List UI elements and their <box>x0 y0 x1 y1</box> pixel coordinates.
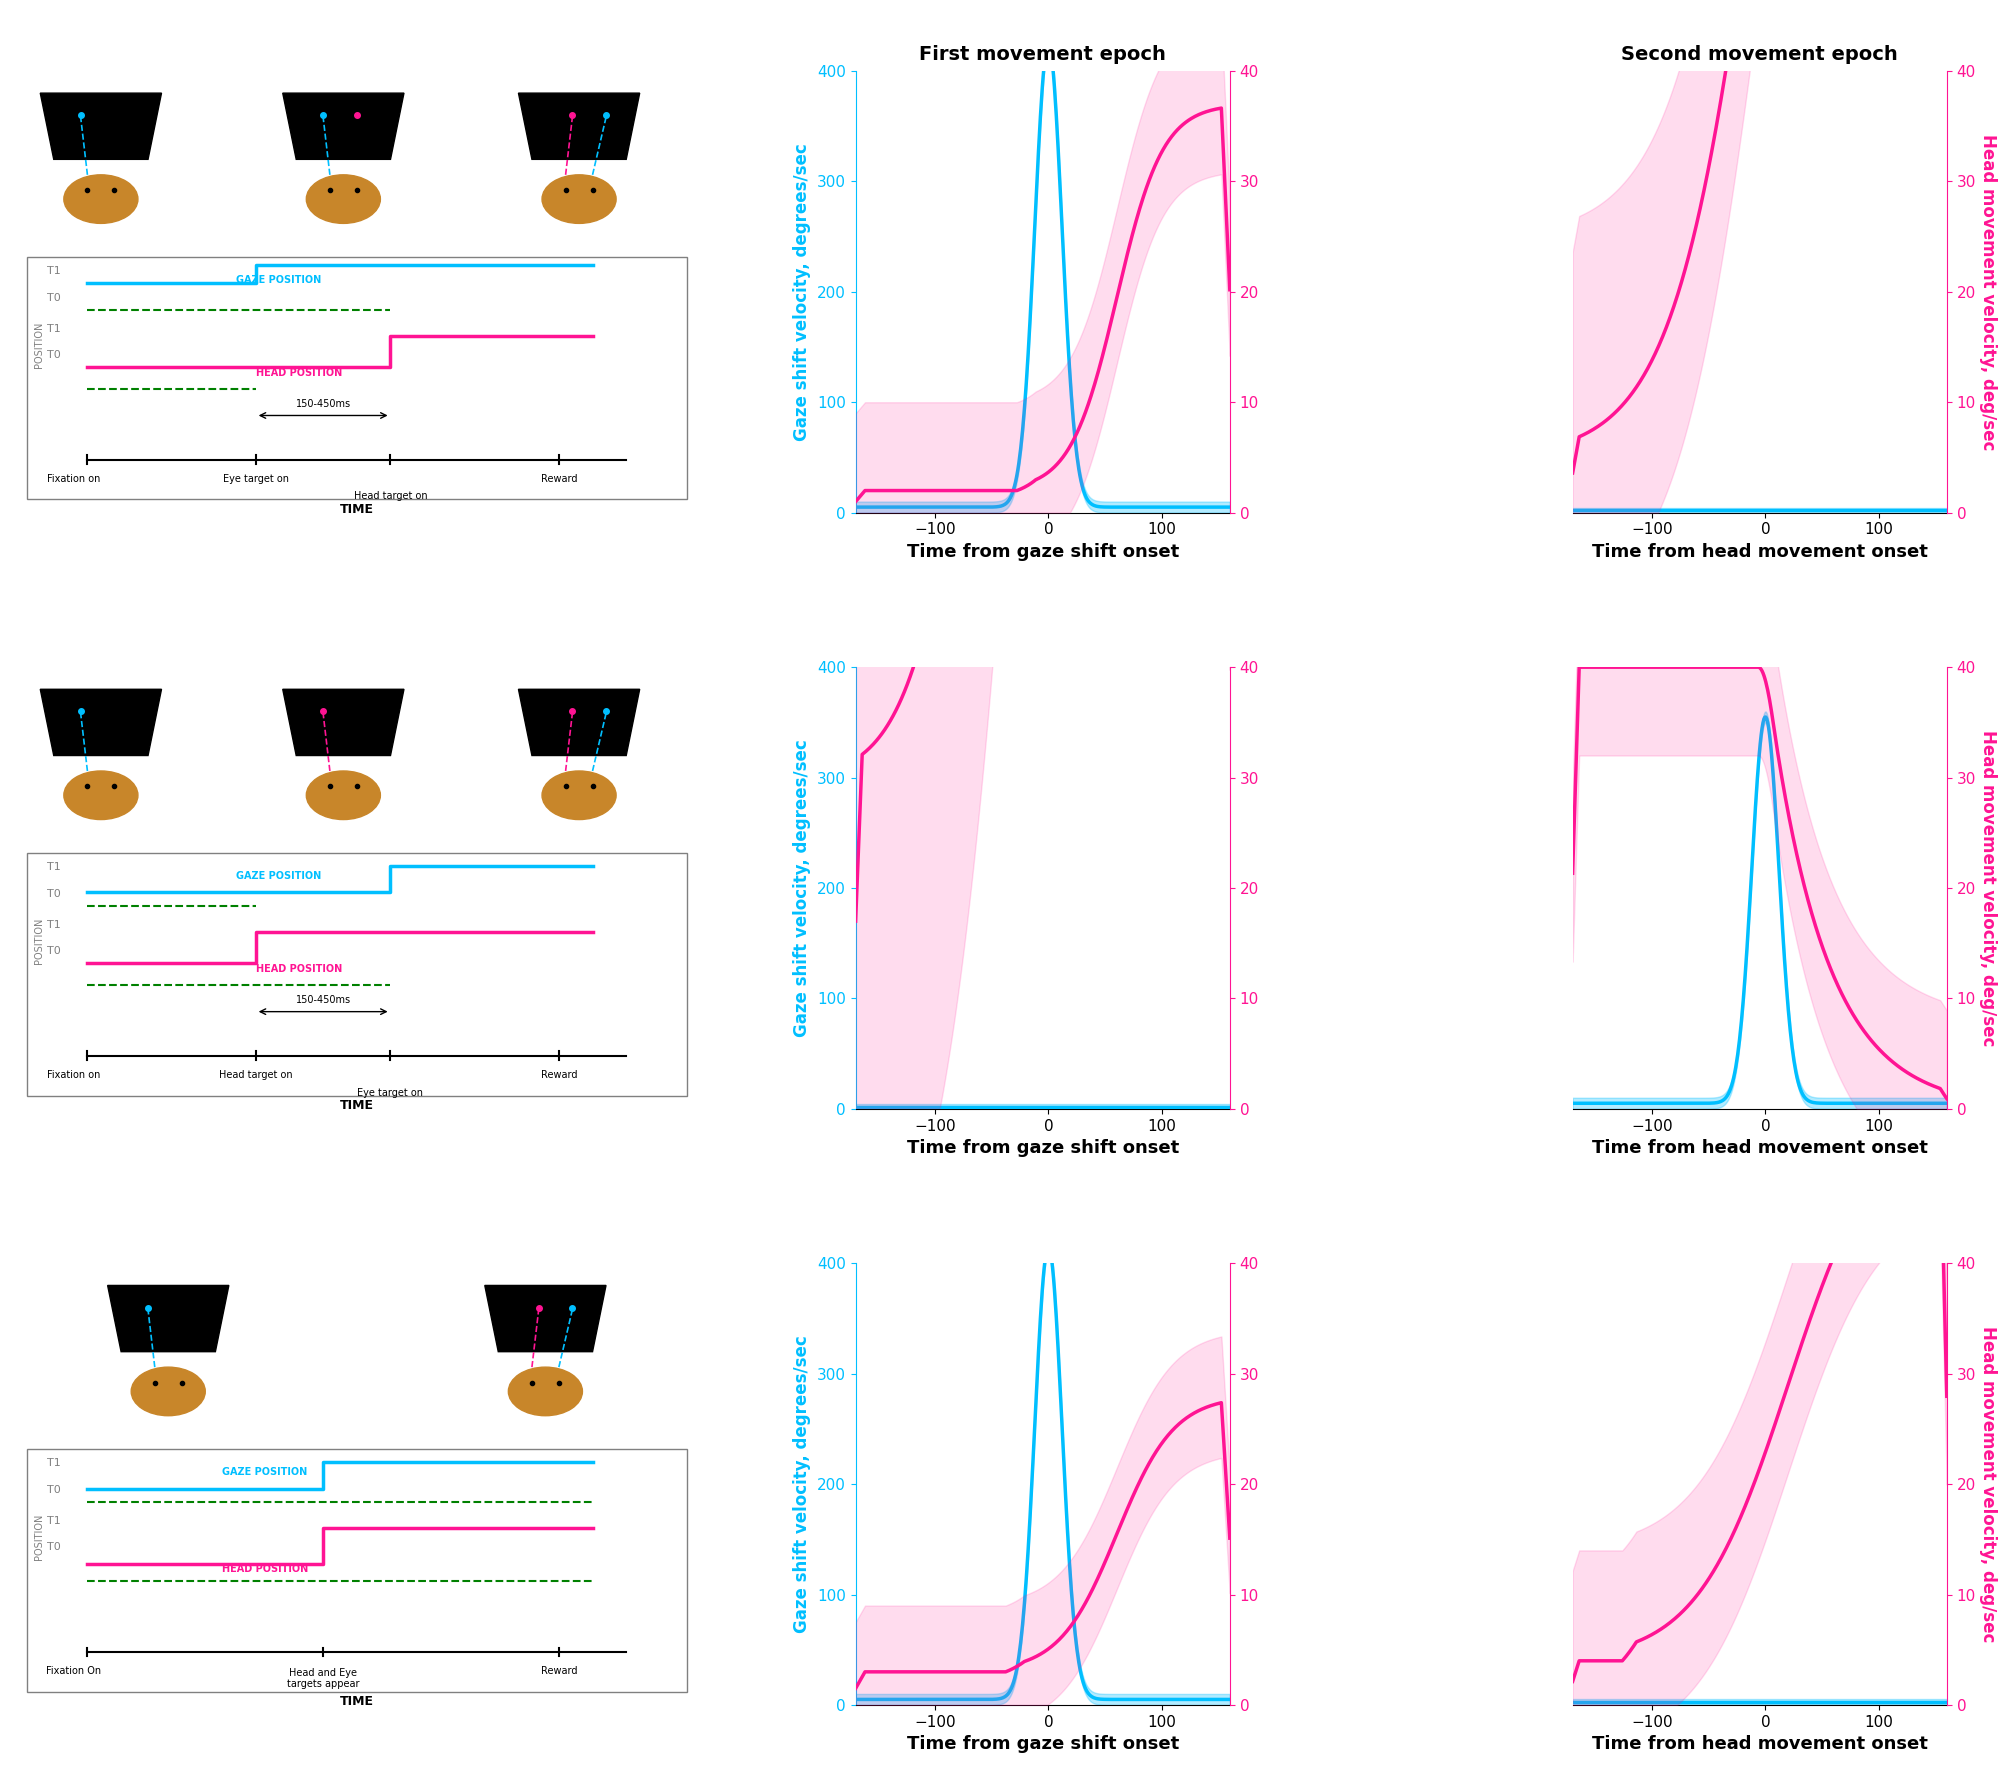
X-axis label: Time from gaze shift onset: Time from gaze shift onset <box>907 1735 1178 1753</box>
X-axis label: Time from head movement onset: Time from head movement onset <box>1592 543 1927 561</box>
Text: T0: T0 <box>46 947 60 955</box>
Polygon shape <box>40 689 161 755</box>
Circle shape <box>307 174 381 224</box>
Text: Fixation On: Fixation On <box>46 1666 102 1677</box>
Text: T0: T0 <box>46 293 60 302</box>
X-axis label: Time from head movement onset: Time from head movement onset <box>1592 1138 1927 1158</box>
Text: POSITION: POSITION <box>34 918 44 964</box>
Circle shape <box>64 174 138 224</box>
Polygon shape <box>283 92 403 160</box>
Text: T0: T0 <box>46 888 60 899</box>
Text: T0: T0 <box>46 1485 60 1495</box>
Y-axis label: Head movement velocity, deg/sec: Head movement velocity, deg/sec <box>1979 730 1997 1046</box>
Polygon shape <box>283 689 403 755</box>
Text: T0: T0 <box>46 350 60 361</box>
X-axis label: Time from gaze shift onset: Time from gaze shift onset <box>907 1138 1178 1158</box>
Polygon shape <box>518 92 640 160</box>
Y-axis label: Gaze shift velocity, degrees/sec: Gaze shift velocity, degrees/sec <box>793 1336 811 1634</box>
Bar <box>26 256 686 499</box>
Circle shape <box>542 174 616 224</box>
Text: Reward: Reward <box>540 474 578 483</box>
Y-axis label: Gaze shift velocity, degrees/sec: Gaze shift velocity, degrees/sec <box>793 739 811 1037</box>
Bar <box>26 852 686 1096</box>
Circle shape <box>64 771 138 819</box>
Text: T1: T1 <box>46 323 60 334</box>
Circle shape <box>508 1368 582 1415</box>
Text: Reward: Reward <box>540 1069 578 1080</box>
Title: First movement epoch: First movement epoch <box>919 44 1166 64</box>
Text: GAZE POSITION: GAZE POSITION <box>223 1467 307 1478</box>
Text: Head target on: Head target on <box>219 1069 293 1080</box>
Text: Fixation on: Fixation on <box>48 1069 100 1080</box>
Polygon shape <box>486 1286 606 1352</box>
Text: Eye target on: Eye target on <box>223 474 289 483</box>
Text: Fixation on: Fixation on <box>48 474 100 483</box>
Text: GAZE POSITION: GAZE POSITION <box>235 275 321 284</box>
X-axis label: Time from gaze shift onset: Time from gaze shift onset <box>907 543 1178 561</box>
Text: TIME: TIME <box>339 503 373 515</box>
Text: TIME: TIME <box>339 1694 373 1709</box>
Text: HEAD POSITION: HEAD POSITION <box>223 1565 309 1575</box>
Text: POSITION: POSITION <box>34 321 44 368</box>
Text: T1: T1 <box>46 266 60 277</box>
Title: Second movement epoch: Second movement epoch <box>1622 44 1899 64</box>
Text: HEAD POSITION: HEAD POSITION <box>255 368 341 378</box>
Polygon shape <box>40 92 161 160</box>
Circle shape <box>542 771 616 819</box>
Circle shape <box>307 771 381 819</box>
Text: T0: T0 <box>46 1542 60 1552</box>
Y-axis label: Gaze shift velocity, degrees/sec: Gaze shift velocity, degrees/sec <box>793 142 811 440</box>
Text: HEAD POSITION: HEAD POSITION <box>255 964 341 973</box>
Circle shape <box>130 1368 205 1415</box>
Text: Reward: Reward <box>540 1666 578 1677</box>
Text: T1: T1 <box>46 863 60 872</box>
Text: T1: T1 <box>46 920 60 931</box>
Text: 150-450ms: 150-450ms <box>295 995 351 1005</box>
Text: Head and Eye
targets appear: Head and Eye targets appear <box>287 1668 359 1689</box>
X-axis label: Time from head movement onset: Time from head movement onset <box>1592 1735 1927 1753</box>
Polygon shape <box>518 689 640 755</box>
Text: TIME: TIME <box>339 1099 373 1112</box>
Y-axis label: Head movement velocity, deg/sec: Head movement velocity, deg/sec <box>1979 133 1997 449</box>
Text: 150-450ms: 150-450ms <box>295 398 351 408</box>
Text: T1: T1 <box>46 1458 60 1469</box>
Text: Eye target on: Eye target on <box>357 1087 423 1098</box>
Text: Head target on: Head target on <box>353 492 427 501</box>
Bar <box>26 1449 686 1693</box>
Text: POSITION: POSITION <box>34 1513 44 1561</box>
Text: GAZE POSITION: GAZE POSITION <box>235 872 321 881</box>
Y-axis label: Head movement velocity, deg/sec: Head movement velocity, deg/sec <box>1979 1327 1997 1643</box>
Polygon shape <box>108 1286 229 1352</box>
Text: T1: T1 <box>46 1517 60 1526</box>
